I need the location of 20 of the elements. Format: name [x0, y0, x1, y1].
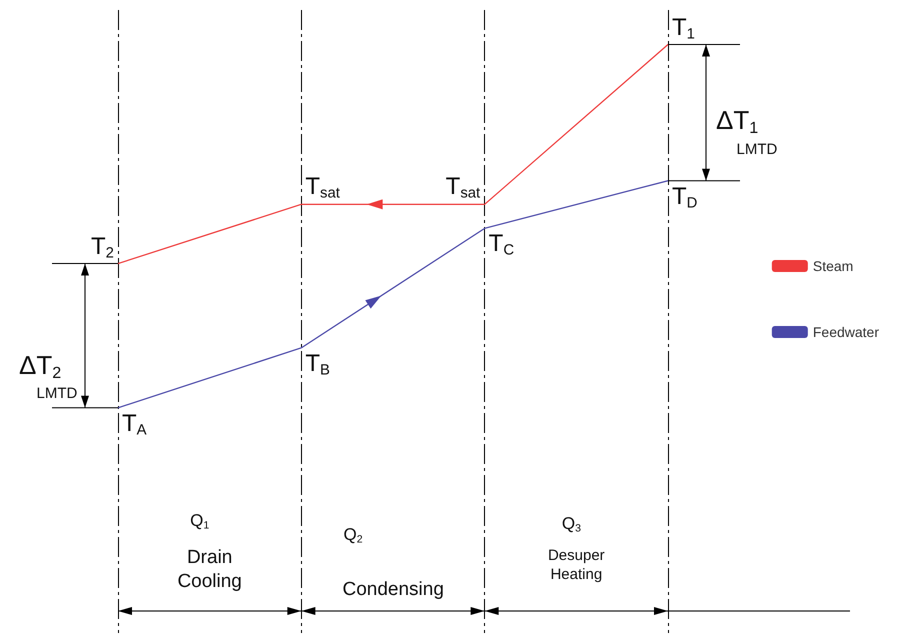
text: Q$_{1}$: [190, 510, 210, 532]
text: Desuper Heating: [546, 546, 606, 584]
annotation: T$_{sat}$: [446, 173, 480, 202]
text: Q$_{3}$: [562, 514, 581, 534]
annotation: LMTD: [736, 140, 778, 158]
text: T$_{1}$: [672, 14, 695, 42]
annotation: LMTD: [36, 384, 78, 402]
annotation: T$_{sat}$: [305, 173, 340, 202]
text: Q$_{2}$: [344, 524, 363, 546]
annotation: T$_{C}$: [488, 230, 514, 260]
text: Condensing: [342, 578, 444, 600]
annotation: T$_{2}$: [91, 232, 114, 262]
legend-label: Feedwater: [812, 324, 880, 340]
annotation: ΔT$_{2}$: [19, 350, 62, 382]
legend-label: Steam: [812, 258, 854, 274]
text: T$_{A}$: [122, 410, 147, 438]
text: Drain Cooling: [176, 546, 243, 594]
annotation: ΔT$_{1}$: [716, 104, 758, 137]
annotation: T$_{D}$: [672, 182, 698, 212]
annotation: T$_{B}$: [305, 350, 330, 379]
